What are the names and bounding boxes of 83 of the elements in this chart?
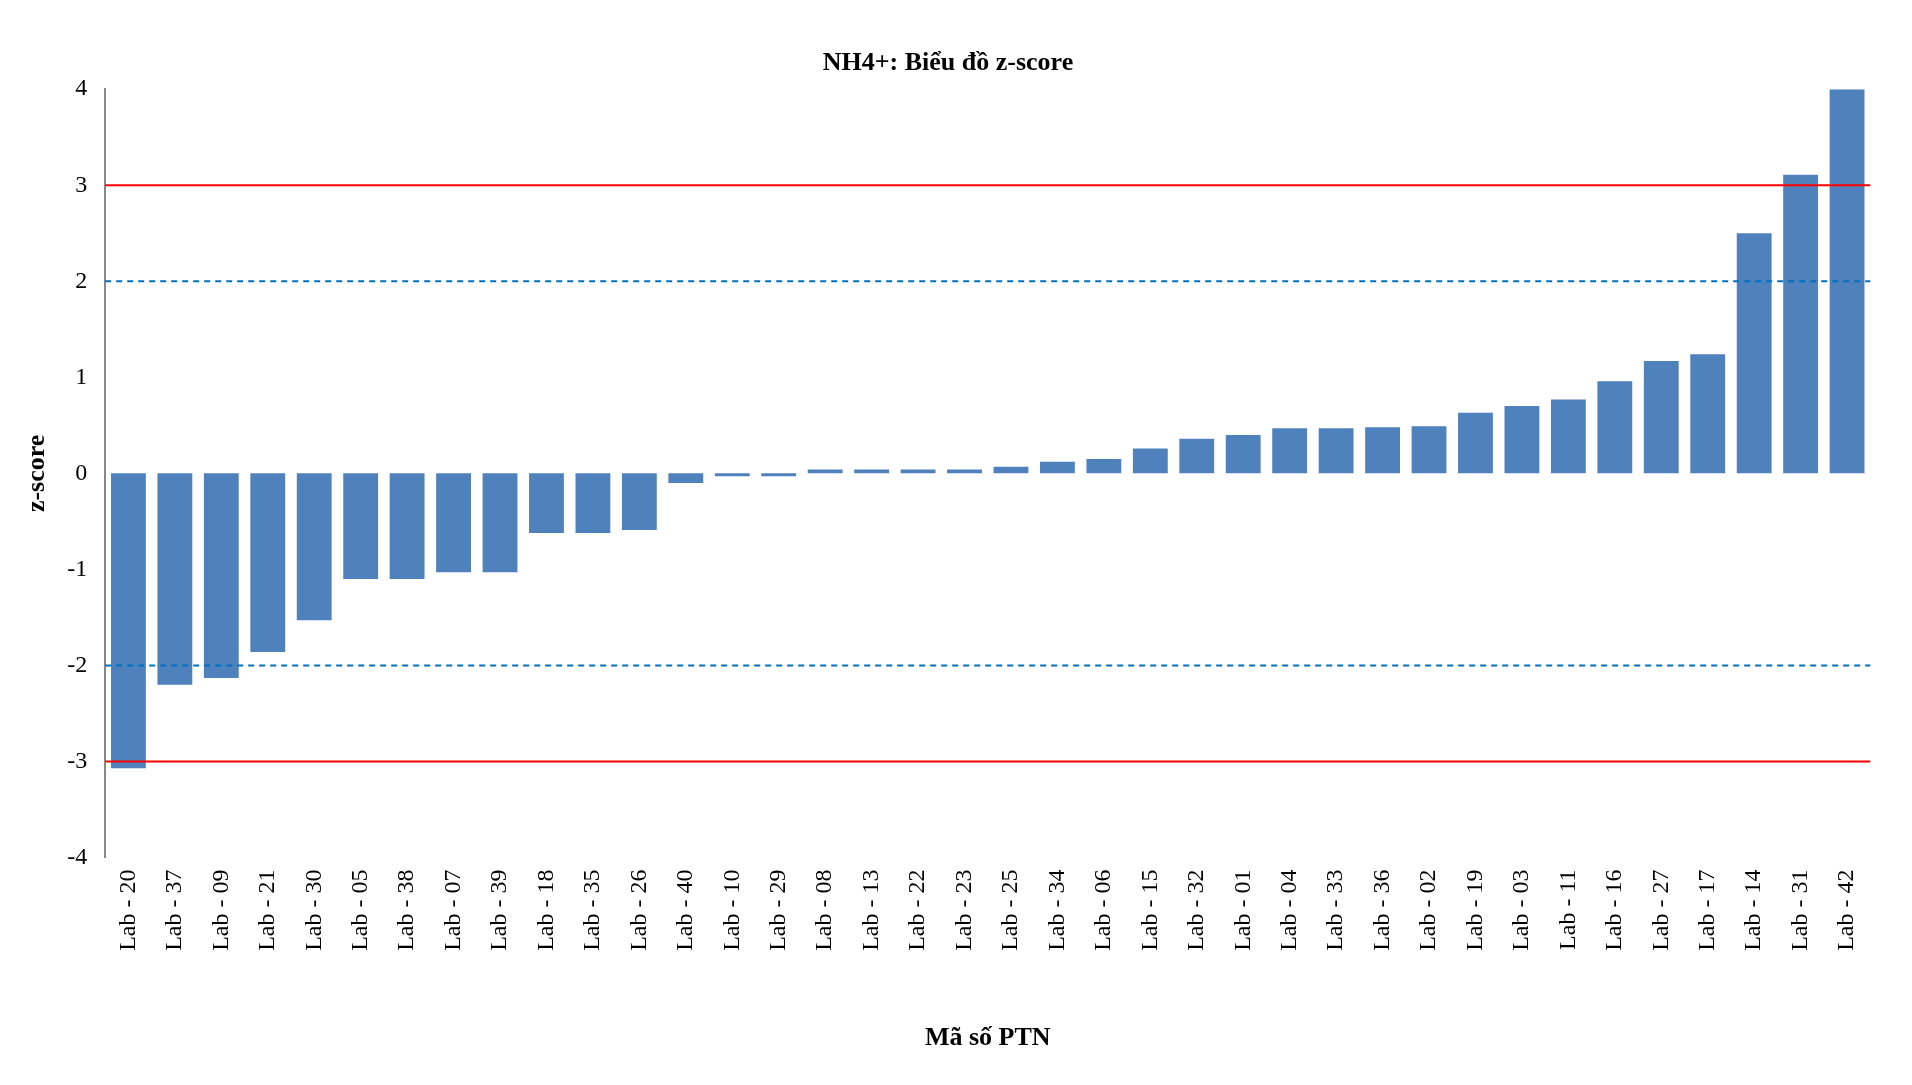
- bar: [1783, 174, 1819, 474]
- bar: [343, 473, 379, 579]
- bar: [575, 473, 611, 533]
- x-tick-label: Lab - 29: [764, 869, 791, 951]
- bar: [436, 473, 471, 573]
- x-tick-label: Lab - 10: [717, 869, 744, 951]
- x-tick-label: Lab - 17: [1693, 869, 1720, 951]
- x-tick-label: Lab - 15: [1135, 869, 1162, 951]
- bar: [157, 473, 193, 685]
- x-tick-label: Lab - 25: [996, 869, 1023, 951]
- bar: [1040, 461, 1075, 474]
- x-tick-label: Lab - 26: [624, 869, 651, 951]
- bar: [1643, 360, 1679, 474]
- y-tick-label: 0: [75, 458, 88, 485]
- bar: [1272, 428, 1308, 474]
- x-tick-label: Lab - 40: [671, 869, 698, 951]
- y-tick-label: 1: [75, 362, 88, 389]
- x-tick-label: Lab - 05: [345, 869, 372, 951]
- bar: [203, 473, 239, 678]
- x-tick-label: Lab - 09: [206, 869, 233, 951]
- bar: [714, 473, 750, 477]
- x-tick-label: Lab - 27: [1646, 869, 1673, 951]
- x-tick-label: Lab - 02: [1414, 869, 1441, 951]
- x-tick-label: Lab - 14: [1739, 869, 1766, 951]
- y-tick-label: -4: [67, 842, 88, 869]
- x-tick-label: Lab - 13: [856, 869, 883, 951]
- y-tick-label: 4: [75, 74, 88, 101]
- x-tick-label: Lab - 22: [903, 869, 930, 951]
- x-tick-label: Lab - 23: [949, 869, 976, 951]
- chart-title: NH4+: Biểu đồ z-score: [822, 47, 1074, 77]
- x-tick-label: Lab - 32: [1182, 869, 1209, 951]
- bar: [761, 473, 797, 477]
- x-tick-label: Lab - 30: [299, 869, 326, 951]
- bar: [1132, 448, 1168, 474]
- bar: [1690, 354, 1726, 474]
- y-tick-label: 2: [75, 266, 88, 293]
- bar: [1179, 438, 1215, 474]
- x-tick-label: Lab - 16: [1600, 869, 1627, 951]
- x-tick-label: Lab - 19: [1460, 869, 1487, 951]
- x-tick-label: Lab - 33: [1321, 869, 1348, 951]
- x-tick-label: Lab - 35: [578, 869, 605, 951]
- y-tick-label: 3: [75, 170, 88, 197]
- bar: [621, 473, 657, 531]
- x-tick-label: Lab - 07: [438, 869, 465, 951]
- x-tick-label: Lab - 08: [810, 869, 837, 951]
- y-tick-label: -3: [67, 746, 88, 773]
- x-tick-label: Lab - 34: [1042, 869, 1069, 951]
- x-tick-label: Lab - 37: [160, 869, 187, 951]
- x-tick-label: Lab - 36: [1367, 869, 1394, 951]
- bar: [668, 473, 704, 483]
- bar: [1504, 406, 1540, 474]
- bar: [1550, 399, 1586, 474]
- x-axis-title: Mã số PTN: [924, 1022, 1051, 1052]
- x-tick-label: Lab - 38: [392, 869, 419, 951]
- x-tick-label: Lab - 18: [531, 869, 558, 951]
- x-tick-label: Lab - 06: [1089, 869, 1116, 951]
- bar: [1597, 381, 1633, 474]
- bar: [1086, 458, 1122, 474]
- x-tick-label: Lab - 39: [485, 869, 512, 951]
- x-tick-label: Lab - 01: [1228, 869, 1255, 951]
- bar: [296, 473, 332, 621]
- bar: [1458, 412, 1493, 474]
- x-tick-label: Lab - 31: [1785, 869, 1812, 951]
- y-tick-label: -2: [67, 650, 88, 677]
- x-tick-label: Lab - 42: [1832, 869, 1859, 951]
- bar: [1411, 426, 1447, 474]
- bar: [1736, 233, 1772, 474]
- x-tick-label: Lab - 03: [1507, 869, 1534, 951]
- y-tick-label: -1: [67, 554, 88, 581]
- bar: [1829, 89, 1865, 474]
- bar: [111, 473, 146, 769]
- x-tick-label: Lab - 21: [253, 869, 280, 951]
- x-tick-label: Lab - 20: [113, 869, 140, 951]
- x-tick-label: Lab - 11: [1553, 869, 1580, 950]
- x-tick-label: Lab - 04: [1274, 869, 1301, 951]
- bar: [482, 473, 518, 573]
- bar: [1365, 427, 1400, 474]
- bar: [250, 473, 286, 652]
- bar: [1225, 434, 1261, 474]
- y-axis-title: z-score: [21, 434, 51, 513]
- bar: [1318, 428, 1354, 474]
- bar: [389, 473, 425, 579]
- bar: [529, 473, 564, 533]
